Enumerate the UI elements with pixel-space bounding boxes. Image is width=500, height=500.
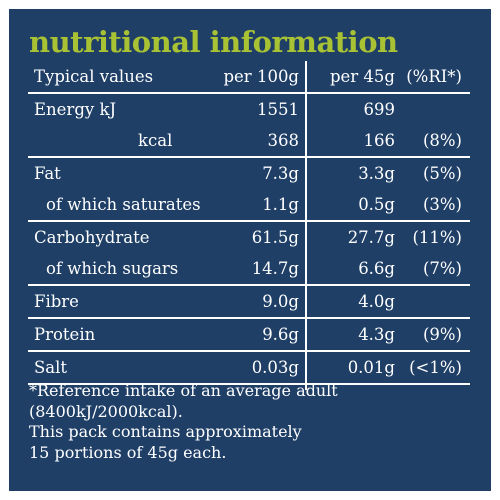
footnote-line: (8400kJ/2000kcal). — [29, 401, 183, 421]
row-per-45g: 4.3g — [358, 325, 395, 344]
row-ri: (7%) — [422, 259, 462, 278]
row-per-45g: 3.3g — [358, 164, 395, 183]
panel-title: nutritional information — [29, 25, 398, 59]
row-label: Fat — [34, 164, 61, 183]
row-label: Fibre — [34, 292, 79, 311]
row-per-45g: 699 — [363, 100, 396, 119]
divider — [28, 350, 470, 352]
footnote: *Reference intake of an average adult (8… — [29, 381, 338, 463]
column-divider — [305, 61, 307, 390]
row-per-45g: 0.01g — [347, 358, 395, 377]
row-per-100g: 368 — [267, 131, 300, 150]
divider — [28, 317, 470, 319]
row-ri: (11%) — [412, 228, 462, 247]
row-per-100g: 7.3g — [262, 164, 299, 183]
header-per-100g: per 100g — [223, 67, 299, 86]
row-label: of which saturates — [46, 195, 201, 214]
footnote-line: 15 portions of 45g each. — [29, 442, 227, 462]
row-label: Salt — [34, 358, 68, 377]
divider — [28, 284, 470, 286]
footnote-line: This pack contains approximately — [29, 422, 302, 441]
row-label: of which sugars — [46, 259, 179, 278]
table-row: Fat 7.3g 3.3g (5%) — [28, 158, 470, 189]
nutrition-table: Typical values per 100g per 45g (%RI*) E… — [28, 61, 470, 390]
footnote-line: *Reference intake of an average adult — [29, 381, 338, 400]
row-ri: (3%) — [422, 195, 462, 214]
table-row: kcal 368 166 (8%) — [28, 125, 470, 156]
row-per-45g: 166 — [363, 131, 396, 150]
row-ri: (8%) — [422, 131, 462, 150]
row-per-45g: 6.6g — [358, 259, 395, 278]
row-per-45g: 0.5g — [358, 195, 395, 214]
divider — [28, 156, 470, 158]
row-per-100g: 14.7g — [251, 259, 299, 278]
row-label: kcal — [138, 131, 173, 150]
header-per-45g: per 45g — [329, 67, 395, 86]
row-per-100g: 9.6g — [262, 325, 299, 344]
row-ri: (9%) — [422, 325, 462, 344]
table-row: of which saturates 1.1g 0.5g (3%) — [28, 189, 470, 220]
table-row: Salt 0.03g 0.01g (<1%) — [28, 352, 470, 383]
divider — [28, 383, 470, 385]
table-row: Fibre 9.0g 4.0g — [28, 286, 470, 317]
row-label: Energy kJ — [34, 100, 117, 119]
row-label: Protein — [34, 325, 96, 344]
row-per-100g: 0.03g — [251, 358, 299, 377]
row-per-45g: 27.7g — [347, 228, 395, 247]
table-row: Carbohydrate 61.5g 27.7g (11%) — [28, 222, 470, 253]
table-row: of which sugars 14.7g 6.6g (7%) — [28, 253, 470, 284]
table-header-row: Typical values per 100g per 45g (%RI*) — [28, 61, 470, 92]
divider — [28, 220, 470, 222]
row-ri: (5%) — [422, 164, 462, 183]
divider — [28, 92, 470, 94]
table-row: Energy kJ 1551 699 — [28, 94, 470, 125]
row-per-100g: 61.5g — [251, 228, 299, 247]
row-per-100g: 9.0g — [262, 292, 299, 311]
row-per-100g: 1.1g — [262, 195, 299, 214]
header-ri: (%RI*) — [406, 67, 462, 86]
nutrition-panel: nutritional information Typical values p… — [9, 9, 491, 491]
row-per-100g: 1551 — [257, 100, 299, 119]
row-per-45g: 4.0g — [358, 292, 395, 311]
header-typical-values: Typical values — [34, 67, 154, 86]
row-label: Carbohydrate — [34, 228, 150, 247]
table-row: Protein 9.6g 4.3g (9%) — [28, 319, 470, 350]
row-ri: (<1%) — [409, 358, 462, 377]
